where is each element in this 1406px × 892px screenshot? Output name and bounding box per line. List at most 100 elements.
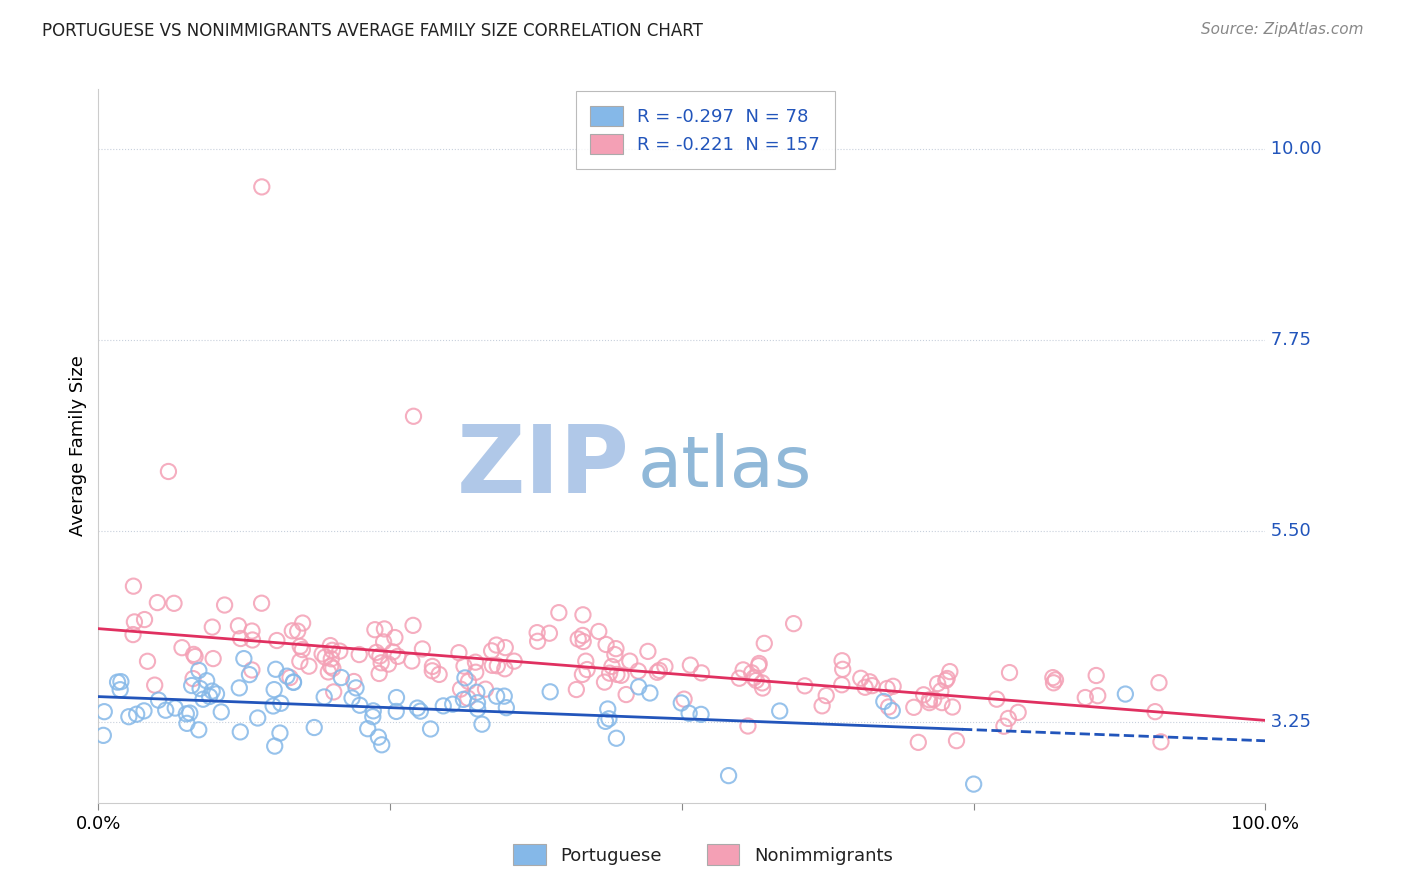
Point	[290, 640, 312, 654]
Point	[319, 639, 342, 653]
Point	[464, 665, 486, 680]
Point	[918, 696, 941, 710]
Point	[605, 641, 627, 656]
Point	[371, 738, 394, 752]
Point	[180, 679, 202, 693]
Point	[384, 631, 406, 645]
Point	[93, 705, 115, 719]
Point	[538, 685, 561, 699]
Point	[229, 725, 252, 739]
Point	[859, 674, 882, 689]
Point	[815, 689, 838, 703]
Point	[134, 613, 156, 627]
Point	[1007, 706, 1029, 720]
Point	[242, 632, 264, 647]
Point	[281, 624, 304, 638]
Point	[998, 665, 1021, 680]
Point	[118, 709, 141, 723]
Point	[769, 704, 792, 718]
Point	[319, 659, 342, 673]
Point	[588, 624, 610, 639]
Point	[143, 678, 166, 692]
Point	[648, 664, 671, 678]
Point	[503, 654, 526, 668]
Text: 7.75: 7.75	[1265, 331, 1312, 349]
Point	[849, 671, 872, 685]
Point	[321, 652, 343, 666]
Point	[526, 634, 548, 648]
Point	[91, 728, 114, 742]
Point	[427, 667, 450, 681]
Point	[447, 646, 470, 660]
Point	[298, 659, 321, 673]
Point	[912, 688, 935, 702]
Point	[264, 662, 287, 676]
Point	[853, 680, 876, 694]
Point	[269, 726, 291, 740]
Point	[148, 693, 170, 707]
Point	[181, 672, 204, 686]
Point	[349, 698, 371, 713]
Point	[481, 658, 503, 673]
Point	[748, 657, 770, 671]
Point	[882, 679, 904, 693]
Point	[263, 682, 285, 697]
Point	[939, 665, 962, 679]
Point	[922, 692, 945, 706]
Point	[877, 700, 900, 714]
Point	[1147, 675, 1170, 690]
Point	[962, 777, 984, 791]
Point	[314, 690, 336, 704]
Point	[903, 700, 925, 714]
Point	[464, 655, 486, 669]
Point	[229, 632, 252, 646]
Point	[481, 644, 503, 658]
Point	[619, 654, 641, 668]
Point	[450, 682, 472, 697]
Point	[453, 659, 475, 673]
Point	[240, 624, 263, 638]
Point	[314, 650, 336, 665]
Text: 5.50: 5.50	[1265, 522, 1312, 540]
Point	[250, 596, 273, 610]
Point	[474, 682, 496, 697]
Point	[270, 696, 292, 710]
Point	[402, 409, 425, 424]
Point	[575, 654, 598, 668]
Point	[155, 703, 177, 717]
Text: PORTUGUESE VS NONIMMIGRANTS AVERAGE FAMILY SIZE CORRELATION CHART: PORTUGUESE VS NONIMMIGRANTS AVERAGE FAMI…	[42, 22, 703, 40]
Point	[291, 642, 314, 657]
Point	[741, 665, 763, 680]
Point	[751, 681, 773, 695]
Point	[214, 598, 236, 612]
Point	[110, 674, 132, 689]
Point	[986, 692, 1008, 706]
Point	[146, 596, 169, 610]
Point	[246, 711, 269, 725]
Point	[1042, 675, 1064, 690]
Point	[907, 735, 929, 749]
Point	[122, 579, 145, 593]
Point	[187, 723, 209, 737]
Point	[603, 648, 626, 662]
Point	[1150, 735, 1173, 749]
Point	[406, 701, 429, 715]
Point	[288, 654, 311, 668]
Point	[627, 680, 650, 694]
Point	[191, 692, 214, 706]
Point	[637, 644, 659, 658]
Point	[373, 622, 395, 636]
Point	[322, 685, 344, 699]
Point	[302, 721, 325, 735]
Point	[645, 665, 668, 680]
Point	[1042, 671, 1064, 685]
Point	[176, 716, 198, 731]
Point	[201, 684, 224, 698]
Point	[565, 682, 588, 697]
Point	[595, 638, 617, 652]
Point	[107, 675, 129, 690]
Point	[263, 739, 285, 753]
Point	[187, 664, 209, 678]
Point	[748, 658, 770, 673]
Point	[367, 730, 389, 744]
